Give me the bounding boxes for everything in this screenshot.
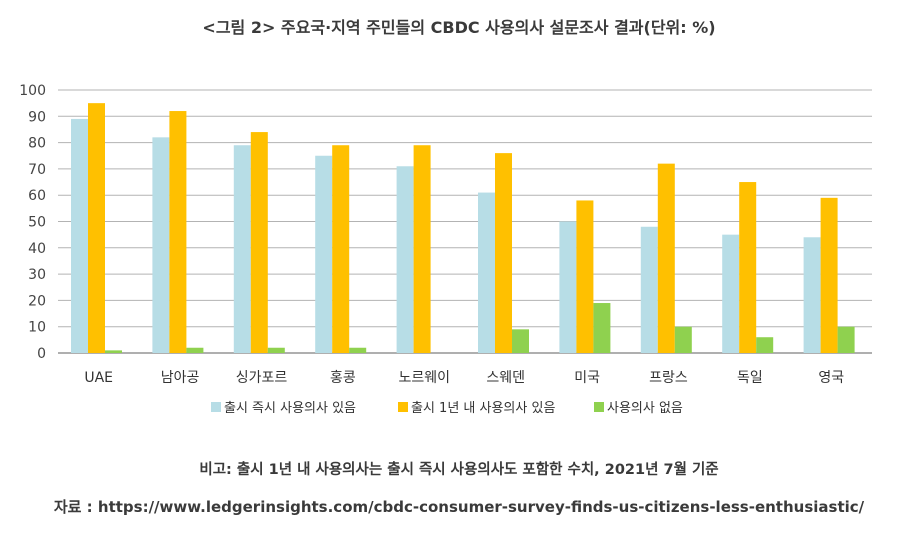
bar-1-10 [803, 237, 821, 353]
bar-1-2 [152, 137, 170, 353]
legend-swatch [211, 402, 221, 412]
x-tick-label: 싱가포르 [236, 370, 288, 386]
bar-2-4 [332, 145, 350, 353]
bar-3-3 [267, 347, 285, 353]
x-tick-label: 영국 [818, 370, 844, 386]
x-axis-ticks: UAE 남아공 싱가포르 홍콩 노르웨이 스웨덴 미국 프랑스 독일 영국 [84, 370, 844, 386]
y-tick-label: 10 [28, 320, 46, 336]
y-tick-label: 70 [28, 162, 46, 178]
x-tick-label: 미국 [574, 370, 600, 386]
y-tick-label: 80 [28, 136, 46, 152]
legend-label: 출시 1년 내 사용의사 있음 [411, 401, 555, 416]
y-tick-label: 20 [28, 293, 46, 309]
y-tick-label: 40 [28, 241, 46, 257]
bar-3-8 [674, 326, 692, 353]
bar-3-1 [105, 350, 122, 353]
y-tick-label: 90 [28, 109, 46, 125]
chart-source: 자료 : https://www.ledgerinsights.com/cbdc… [53, 498, 865, 516]
x-tick-label: 노르웨이 [399, 370, 451, 386]
bar-3-7 [593, 303, 611, 353]
x-tick-label: 남아공 [161, 370, 200, 386]
bar-2-7 [576, 200, 594, 353]
chart-note: 비고: 출시 1년 내 사용의사는 출시 즉시 사용의사도 포함한 수치, 20… [199, 462, 719, 478]
legend: 출시 즉시 사용의사 있음 출시 1년 내 사용의사 있음 사용의사 없음 [211, 401, 683, 416]
bar-3-10 [837, 326, 855, 353]
bar-2-3 [250, 132, 268, 353]
legend-swatch [594, 402, 604, 412]
bar-3-9 [756, 337, 774, 353]
bar-3-4 [349, 347, 367, 353]
x-tick-label: 독일 [737, 370, 763, 386]
bar-1-6 [478, 192, 495, 353]
y-tick-label: 0 [37, 346, 46, 362]
legend-label: 출시 즉시 사용의사 있음 [224, 401, 356, 416]
y-tick-label: 100 [19, 83, 46, 99]
x-tick-label: 프랑스 [649, 370, 688, 386]
bar-1-3 [233, 145, 251, 353]
bar-1-9 [722, 234, 740, 353]
y-axis-ticks: 0 10 20 30 40 50 60 70 80 90 100 [19, 83, 46, 362]
x-tick-label: 홍콩 [330, 370, 356, 386]
chart-title: <그림 2> 주요국·지역 주민들의 CBDC 사용의사 설문조사 결과(단위:… [202, 18, 716, 37]
y-tick-label: 30 [28, 267, 46, 283]
bar-2-8 [657, 163, 675, 353]
legend-swatch [398, 402, 408, 412]
bar-3-2 [186, 347, 204, 353]
bar-3-6 [512, 329, 529, 353]
bar-2-9 [739, 182, 757, 353]
bar-2-6 [495, 153, 512, 353]
legend-label: 사용의사 없음 [607, 401, 683, 416]
bar-1-7 [559, 221, 577, 353]
bar-2-5 [413, 145, 431, 353]
bar-2-2 [169, 111, 187, 353]
x-tick-label: UAE [84, 370, 113, 386]
bar-1-8 [640, 226, 658, 353]
y-tick-label: 50 [28, 215, 46, 231]
bar-2-1 [88, 103, 105, 354]
y-tick-label: 60 [28, 188, 46, 204]
bars [71, 103, 855, 354]
bar-1-5 [396, 166, 414, 353]
x-tick-label: 스웨덴 [486, 370, 525, 386]
bar-1-4 [315, 155, 333, 353]
bar-2-10 [820, 197, 838, 353]
bar-1-1 [71, 118, 88, 354]
